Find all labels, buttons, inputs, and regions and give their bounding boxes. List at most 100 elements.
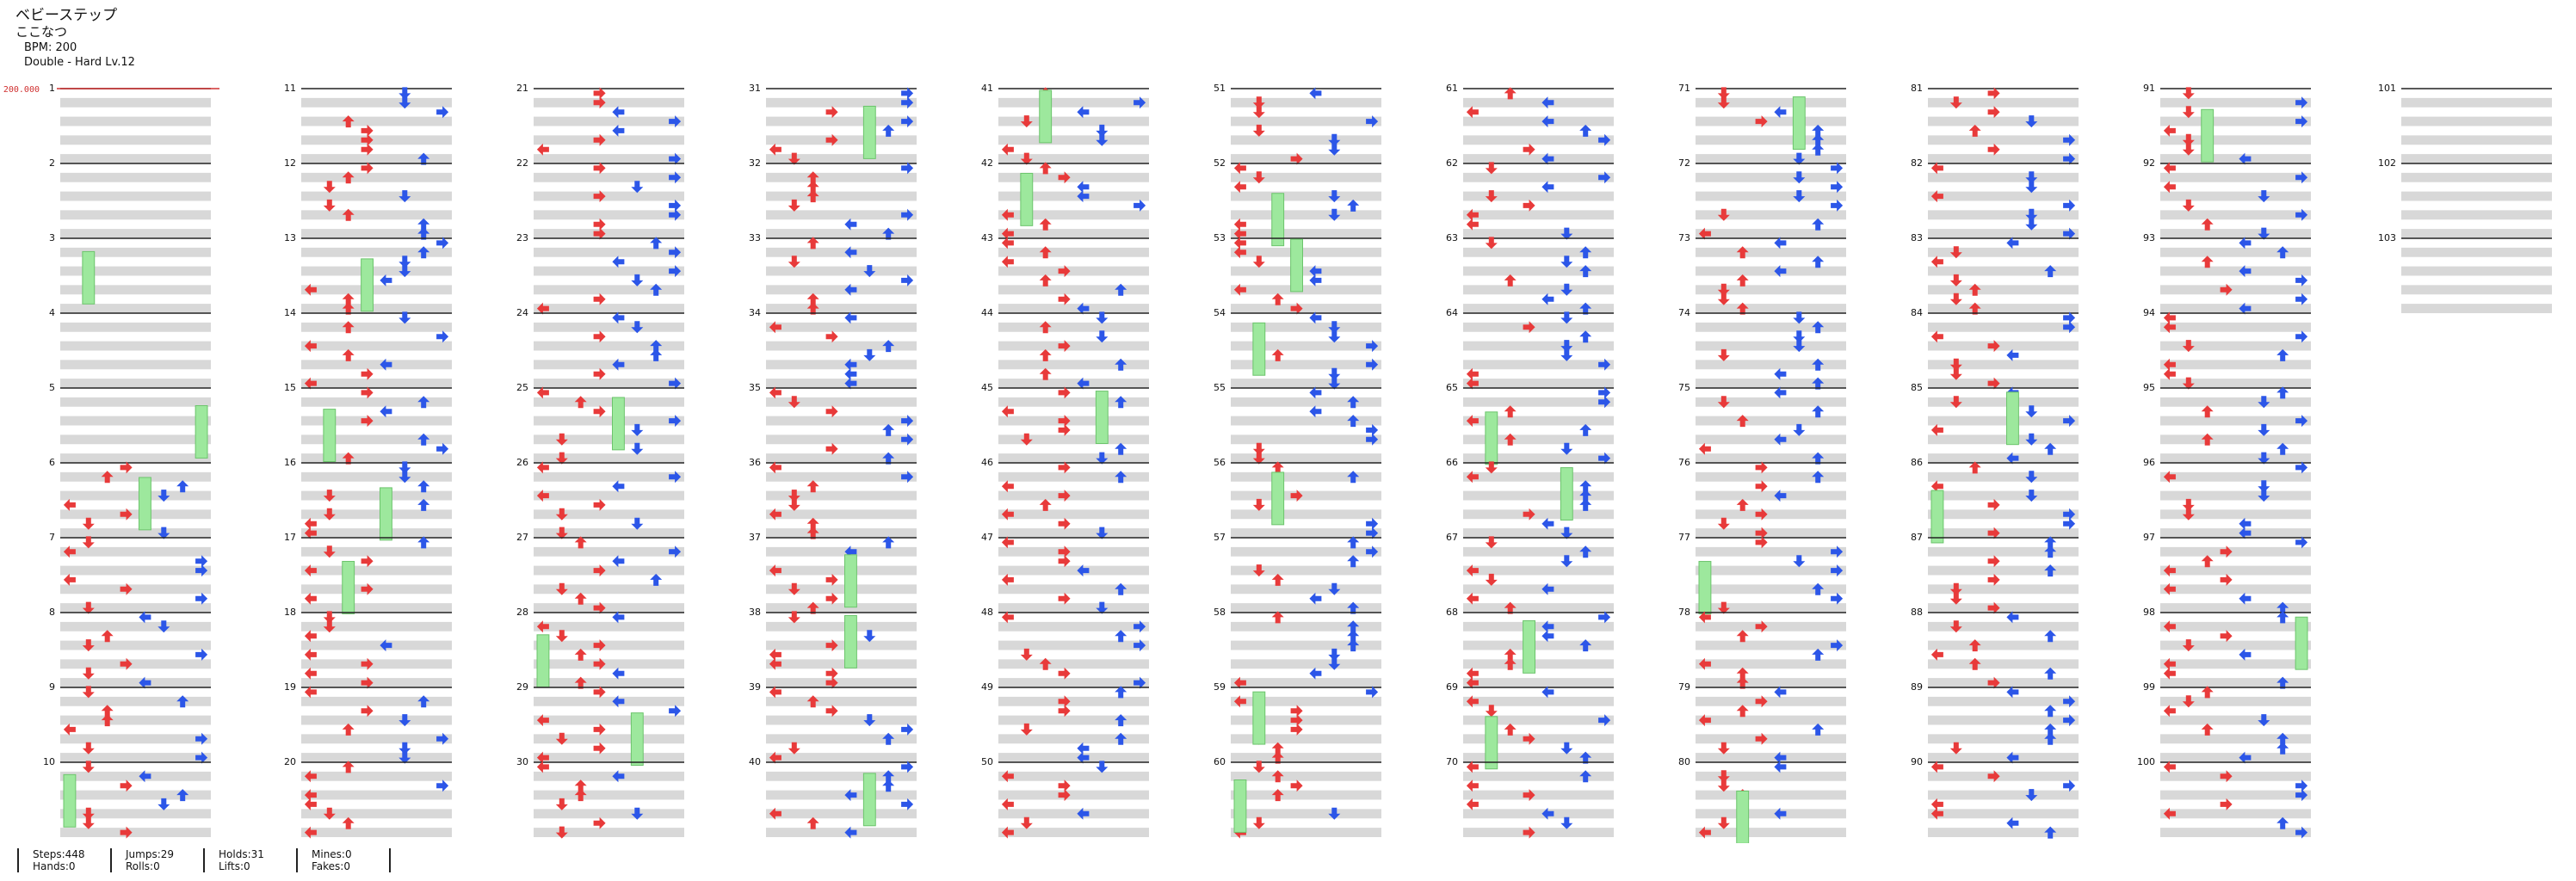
measure-number: 98 <box>2143 607 2155 618</box>
measure-band <box>60 584 211 595</box>
measure-band <box>2160 434 2311 445</box>
measure-band <box>2160 116 2311 126</box>
step-arrow-left <box>844 789 857 802</box>
step-arrow-left <box>612 480 625 493</box>
step-arrow-right <box>669 152 682 165</box>
step-arrow-left <box>536 751 549 764</box>
step-arrow-down <box>2025 789 2038 802</box>
measure-band <box>2160 97 2311 108</box>
step-arrow-up <box>1347 199 1360 212</box>
measure-number: 33 <box>749 232 761 243</box>
step-arrow-right <box>593 96 606 109</box>
step-arrow-right <box>825 667 838 680</box>
measure-band <box>60 790 211 800</box>
measure-band <box>60 771 211 781</box>
step-arrow-down <box>398 96 411 109</box>
step-arrow-down <box>2258 480 2270 493</box>
measure-band <box>1231 97 1381 108</box>
step-arrow-right <box>436 106 449 119</box>
step-arrow-down <box>2025 471 2038 484</box>
step-arrow-left <box>2239 265 2252 278</box>
step-arrow-down <box>1252 106 1265 119</box>
measure-band <box>301 828 452 837</box>
step-arrow-up <box>1347 630 1360 643</box>
step-arrow-up <box>2044 545 2057 558</box>
step-arrow-down <box>2182 133 2195 146</box>
step-arrow-right <box>2295 415 2308 428</box>
measure-number: 10 <box>43 756 55 767</box>
step-arrow-left <box>139 770 151 783</box>
step-arrow-up <box>2044 667 2057 680</box>
step-arrow-left <box>304 340 317 353</box>
measure-band <box>766 397 917 407</box>
step-arrow-up <box>1115 582 1127 595</box>
measure-band <box>1231 753 1381 762</box>
measure-band <box>1696 229 1846 238</box>
step-arrow-up <box>101 471 114 484</box>
step-arrow-down <box>555 433 568 446</box>
measure-band <box>998 116 1149 126</box>
step-arrow-right <box>361 133 374 146</box>
measure-band <box>1928 229 2079 238</box>
measure-band <box>1231 360 1381 370</box>
step-arrow-up <box>342 208 355 221</box>
step-arrow-right <box>120 508 133 521</box>
measure-band <box>534 471 684 482</box>
step-arrow-up <box>2276 732 2289 745</box>
measure-band <box>766 210 917 220</box>
step-arrow-right <box>2063 508 2076 521</box>
measure-band <box>1231 471 1381 482</box>
step-arrow-down <box>1717 396 1730 409</box>
step-arrow-down <box>631 321 644 334</box>
step-arrow-up <box>1347 396 1360 409</box>
step-arrow-down <box>2182 498 2195 511</box>
step-arrow-right <box>120 657 133 670</box>
step-arrow-up <box>1504 648 1517 661</box>
step-arrow-up <box>1968 283 1981 296</box>
measure-band <box>534 546 684 557</box>
measure-band <box>1231 790 1381 800</box>
step-arrow-up <box>1347 536 1360 549</box>
measure-band <box>766 734 917 744</box>
step-arrow-right <box>1058 555 1071 568</box>
step-arrow-left <box>769 508 781 521</box>
step-arrow-left <box>1077 564 1090 577</box>
measure-band <box>2160 509 2311 520</box>
measure-band <box>2401 116 2552 126</box>
measure-band <box>60 210 211 220</box>
step-arrow-right <box>1987 527 2000 539</box>
measure-band <box>1696 734 1846 744</box>
hold-note <box>1290 238 1303 293</box>
measure-band <box>2401 135 2552 145</box>
measure-band <box>1231 771 1381 781</box>
measure-band <box>534 304 684 313</box>
step-arrow-right <box>901 761 914 773</box>
measure-band <box>2160 790 2311 800</box>
measure-band <box>1463 621 1614 631</box>
step-arrow-up <box>1736 705 1749 718</box>
step-arrow-down <box>631 517 644 530</box>
step-arrow-down <box>1096 761 1109 773</box>
step-arrow-right <box>1598 452 1611 465</box>
step-arrow-down <box>1717 208 1730 221</box>
step-arrow-right <box>2295 96 2308 109</box>
step-arrow-up <box>2201 433 2214 446</box>
step-arrow-left <box>304 592 317 605</box>
step-arrow-down <box>2025 490 2038 502</box>
measure-band <box>766 97 917 108</box>
measure-band <box>1696 471 1846 482</box>
measure-band <box>1928 116 2079 126</box>
step-arrow-down <box>1252 171 1265 184</box>
step-arrow-down <box>1096 527 1109 539</box>
step-arrow-right <box>901 415 914 428</box>
step-arrow-up <box>1271 573 1284 586</box>
step-arrow-up <box>1812 452 1825 465</box>
hold-note <box>1271 471 1285 526</box>
step-arrow-up <box>1039 348 1052 361</box>
measure-band <box>1231 285 1381 295</box>
step-arrow-left <box>1930 256 1943 268</box>
measure-band <box>60 621 211 631</box>
step-arrow-up <box>1812 143 1825 156</box>
step-arrow-up <box>1812 377 1825 390</box>
step-arrow-left <box>1466 106 1479 119</box>
